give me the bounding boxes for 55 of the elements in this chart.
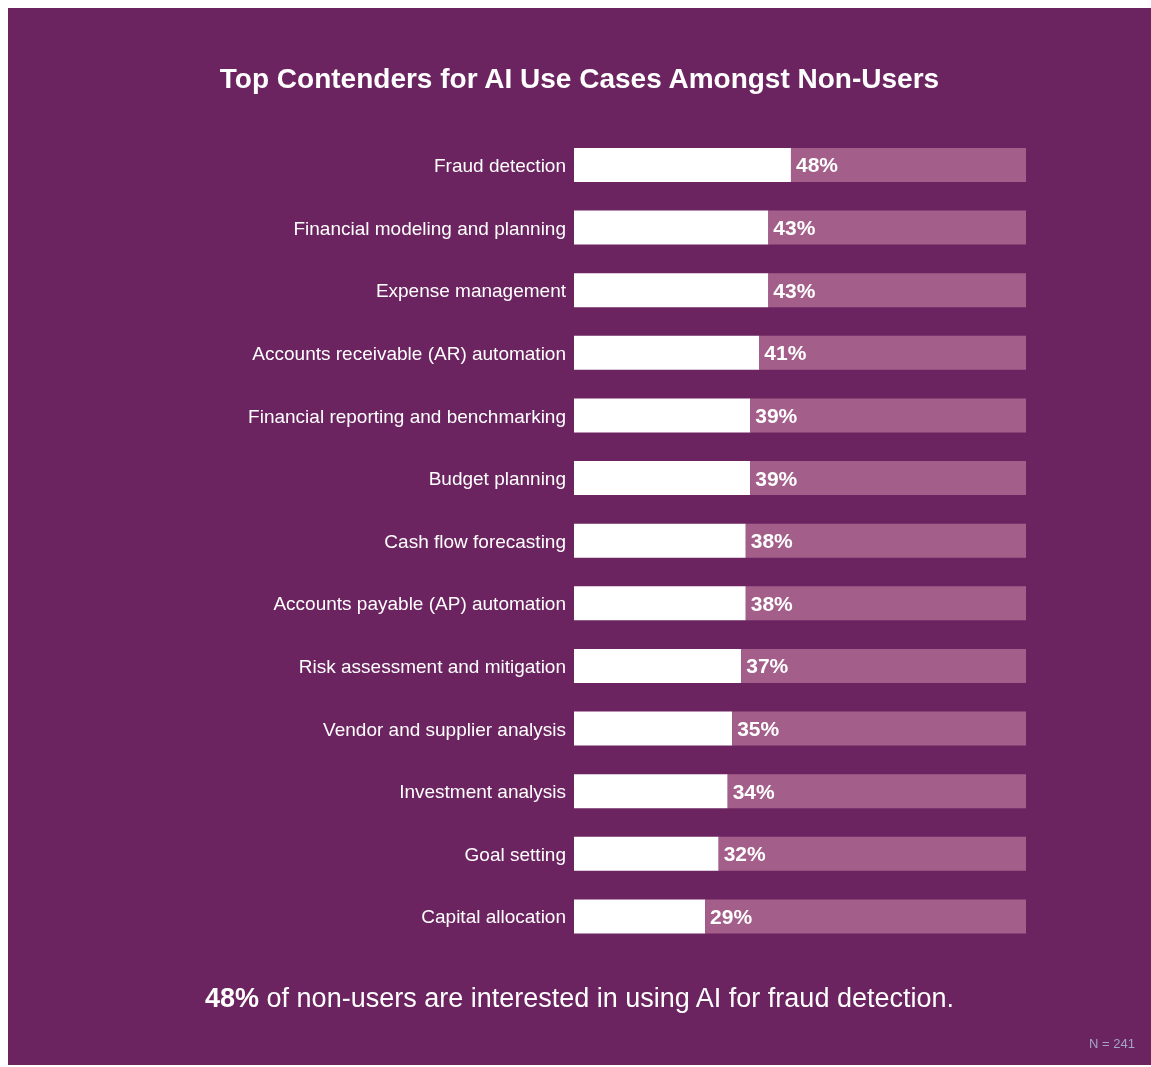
bar	[574, 148, 791, 182]
bar	[750, 461, 1026, 496]
y-tick-label: Budget planning	[428, 468, 566, 490]
data-label: 35%	[737, 716, 780, 740]
bar	[574, 523, 746, 558]
bar	[727, 774, 1026, 809]
bar	[732, 711, 1026, 746]
data-label: 34%	[732, 779, 776, 803]
y-tick-label: Financial modeling and planning	[293, 217, 566, 239]
data-label: 38%	[750, 591, 794, 615]
data-label: 39%	[755, 466, 798, 490]
y-tick-label: Financial reporting and benchmarking	[248, 405, 566, 427]
y-tick-label: Fraud detection	[433, 155, 566, 177]
bar	[745, 586, 1026, 621]
data-label: 32%	[723, 842, 766, 866]
chart-title: Top Contenders for AI Use Cases Amongst Non-Users	[218, 63, 941, 95]
data-label: 41%	[764, 341, 807, 365]
text: 48% of non-users are interested in using AI for fraud detection.	[204, 983, 955, 1014]
text: N = 241	[1089, 1036, 1135, 1051]
y-tick-label: Capital allocation	[421, 906, 566, 928]
data-label: 48%	[795, 153, 839, 177]
bar	[745, 523, 1026, 558]
y-tick-label: Expense management	[375, 280, 567, 302]
data-label: 38%	[750, 529, 794, 553]
bar	[790, 148, 1026, 182]
bar	[574, 774, 728, 809]
bar	[574, 899, 706, 934]
data-label: 43%	[773, 278, 816, 302]
data-label: 29%	[710, 904, 753, 928]
bar	[574, 398, 751, 433]
data-label: 43%	[773, 216, 816, 240]
y-tick-label: Risk assessment and mitigation	[298, 655, 566, 677]
y-tick-label: Accounts receivable (AR) automation	[252, 342, 566, 364]
data-label: 37%	[746, 654, 789, 678]
bar	[574, 273, 769, 308]
bar	[718, 836, 1026, 871]
bar	[574, 711, 733, 746]
y-tick-label: Investment analysis	[399, 781, 566, 803]
data-label: 39%	[755, 403, 798, 427]
y-tick-label: Cash flow forecasting	[384, 530, 566, 552]
bar	[574, 335, 760, 370]
bar	[750, 398, 1026, 433]
bar	[741, 648, 1026, 683]
bar	[574, 648, 742, 683]
bar	[768, 210, 1026, 245]
bar	[574, 461, 751, 496]
bar	[705, 899, 1026, 934]
y-tick-label: Goal setting	[464, 843, 566, 865]
bar	[759, 335, 1026, 370]
bar	[574, 586, 746, 621]
y-tick-label: Accounts payable (AP) automation	[273, 593, 566, 615]
bar	[574, 836, 719, 871]
bar	[768, 273, 1026, 308]
y-tick-label: Vendor and supplier analysis	[323, 718, 566, 740]
bar	[574, 210, 769, 245]
